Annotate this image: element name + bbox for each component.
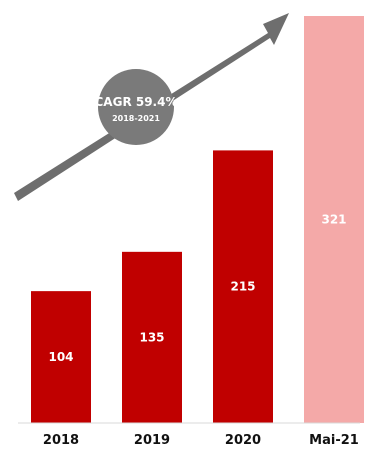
value-label-2018: 104 [48, 350, 73, 364]
category-labels-group: 2018 2019 2020 Mai-21 [43, 433, 359, 448]
bars-group [31, 16, 364, 424]
category-label-mai-21: Mai-21 [309, 433, 359, 448]
value-label-2020: 215 [230, 280, 255, 294]
bar-mai-21 [304, 16, 364, 423]
category-label-2019: 2019 [134, 433, 170, 448]
category-label-2020: 2020 [225, 433, 261, 448]
bar-2020 [213, 150, 273, 424]
bar-2018 [31, 291, 91, 423]
cagr-annotation: CAGR 59.4% 2018-2021 [14, 13, 289, 201]
cagr-period-label: 2018-2021 [112, 114, 160, 123]
value-label-2019: 135 [139, 330, 164, 344]
category-label-2018: 2018 [43, 433, 79, 448]
value-labels-group: 104 135 215 321 [48, 213, 346, 365]
bar-2019 [122, 251, 182, 423]
cagr-label: CAGR 59.4% [95, 95, 178, 109]
cagr-circle [98, 69, 174, 145]
value-label-mai-21: 321 [321, 213, 346, 227]
